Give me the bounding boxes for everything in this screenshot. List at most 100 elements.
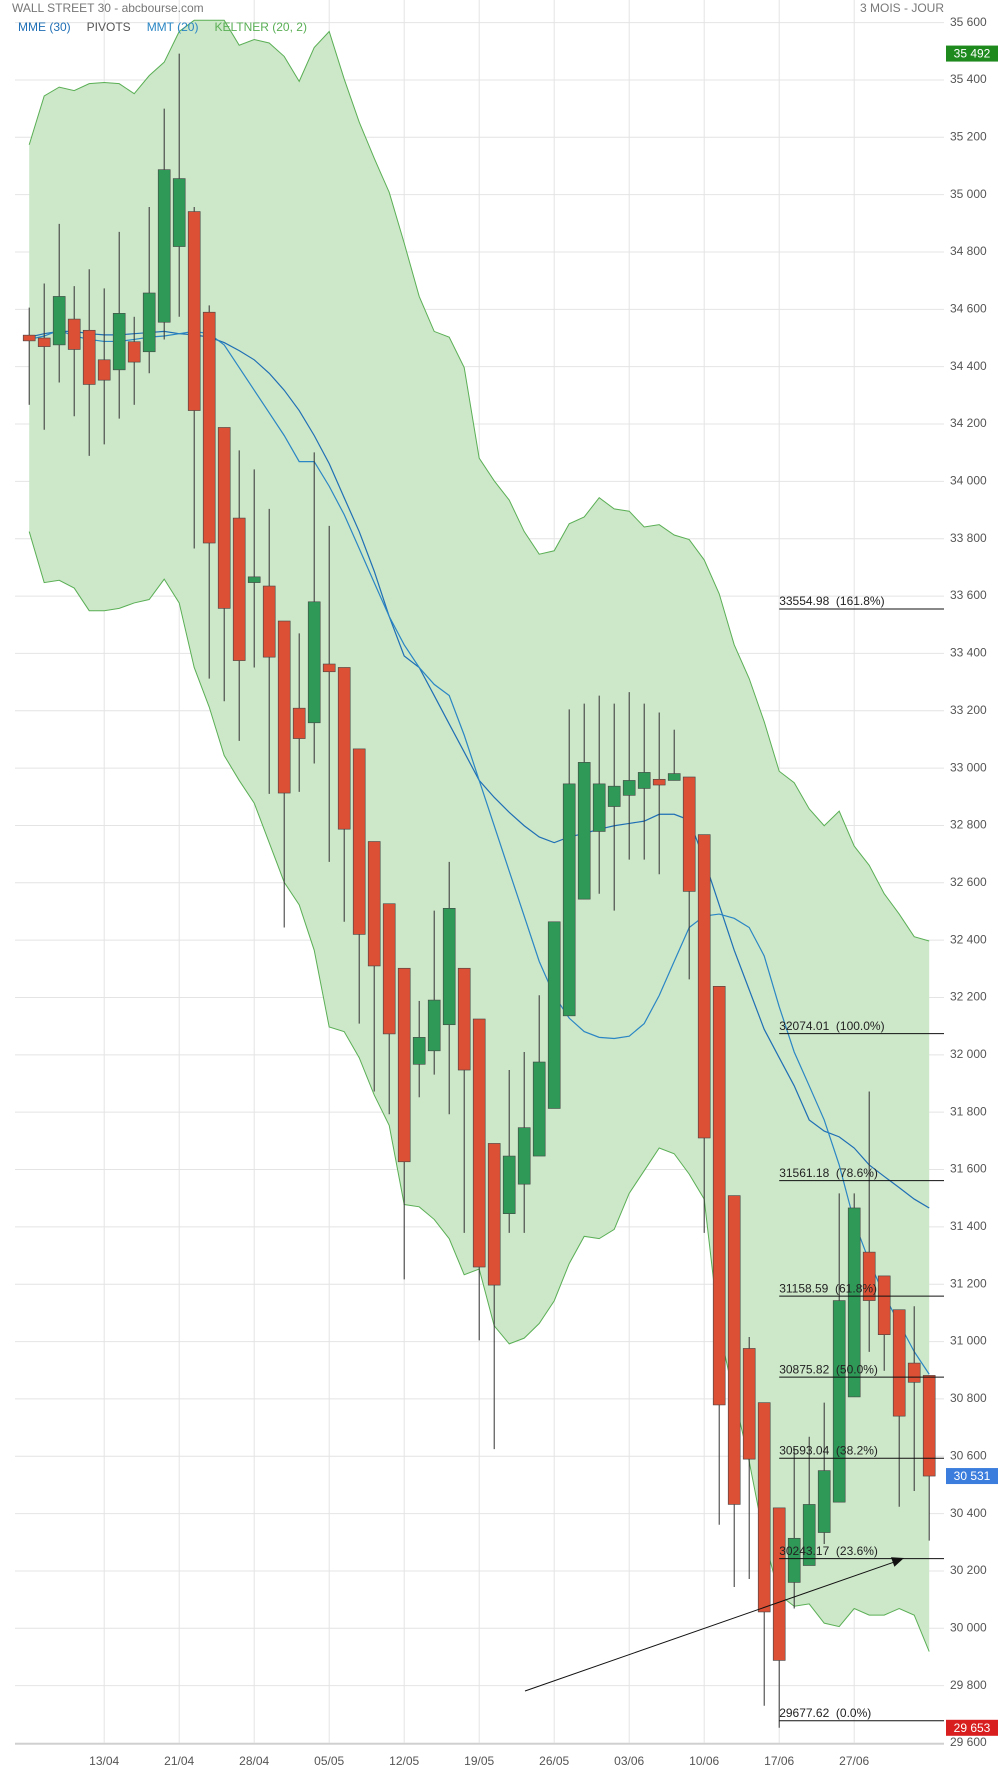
y-tick-label: 30 400 xyxy=(950,1506,987,1520)
y-tick-label: 30 200 xyxy=(950,1563,987,1577)
period-label: 3 MOIS - JOUR xyxy=(860,1,944,15)
price-marker-label: 29 653 xyxy=(954,1721,991,1735)
y-tick-label: 30 600 xyxy=(950,1448,987,1462)
candle-body xyxy=(262,585,276,658)
candle-body xyxy=(112,313,126,371)
y-tick-label: 32 000 xyxy=(950,1047,987,1061)
candle-body xyxy=(772,1507,786,1661)
candle-body xyxy=(847,1207,861,1398)
price-marker-label: 35 492 xyxy=(954,47,991,61)
y-tick-label: 31 000 xyxy=(950,1334,987,1348)
candle-body xyxy=(397,967,411,1163)
candle-body xyxy=(832,1300,846,1503)
candle-body xyxy=(787,1537,801,1583)
legend-item: MMT (20) xyxy=(147,20,199,34)
candle-body xyxy=(802,1504,816,1566)
x-tick-label: 13/04 xyxy=(89,1754,119,1768)
y-tick-label: 35 400 xyxy=(950,72,987,86)
fib-level-label: 30593.04 (38.2%) xyxy=(779,1443,878,1457)
x-tick-label: 26/05 xyxy=(539,1754,569,1768)
y-tick-label: 33 600 xyxy=(950,588,987,602)
candle-body xyxy=(877,1275,891,1335)
keltner-fill xyxy=(29,20,930,1652)
moving-average-line xyxy=(29,329,930,1375)
candle-body xyxy=(922,1375,936,1477)
candle-body xyxy=(97,359,111,381)
x-tick-label: 21/04 xyxy=(164,1754,194,1768)
candle-body xyxy=(307,601,321,724)
candle-body xyxy=(457,967,471,1071)
y-tick-label: 34 000 xyxy=(950,474,987,488)
price-marker xyxy=(946,1468,998,1485)
fib-level-label: 29677.62 (0.0%) xyxy=(779,1706,871,1720)
candle-body xyxy=(817,1470,831,1533)
trend-arrow xyxy=(891,1557,904,1567)
candle-body xyxy=(142,292,156,353)
candle-body xyxy=(502,1155,516,1214)
candle-body xyxy=(712,986,726,1406)
candle-body xyxy=(217,427,231,609)
y-tick-label: 33 400 xyxy=(950,646,987,660)
candle-body xyxy=(157,169,171,323)
candle-body xyxy=(82,329,96,385)
candle-body xyxy=(892,1309,906,1417)
candle-body xyxy=(532,1061,546,1157)
candle-body xyxy=(187,211,201,411)
candle-body xyxy=(487,1143,501,1286)
candle-body xyxy=(442,908,456,1026)
chart-title: WALL STREET 30 - abcbourse.com xyxy=(12,1,204,15)
fib-level-label: 31158.59 (61.8%) xyxy=(779,1281,877,1295)
fib-level-label: 32074.01 (100.0%) xyxy=(779,1019,884,1033)
candle-body xyxy=(22,334,36,342)
candle-body xyxy=(622,780,636,796)
legend-item: MME (30) xyxy=(18,20,71,34)
legend-item: KELTNER (20, 2) xyxy=(214,20,306,34)
candle-body xyxy=(367,841,381,967)
x-tick-label: 05/05 xyxy=(314,1754,344,1768)
ma-layer xyxy=(29,329,930,1375)
candle-body xyxy=(577,762,591,900)
candle-body xyxy=(352,748,366,935)
y-tick-label: 30 800 xyxy=(950,1391,987,1405)
x-tick-label: 12/05 xyxy=(389,1754,419,1768)
x-tick-label: 28/04 xyxy=(239,1754,269,1768)
y-tick-label: 32 400 xyxy=(950,932,987,946)
candle-body xyxy=(607,785,621,807)
candle-body xyxy=(652,778,666,786)
y-tick-label: 31 800 xyxy=(950,1104,987,1118)
x-tick-label: 19/05 xyxy=(464,1754,494,1768)
candle-body xyxy=(232,517,246,661)
y-tick-label: 34 600 xyxy=(950,302,987,316)
candle-body xyxy=(52,296,66,346)
y-tick-label: 35 600 xyxy=(950,15,987,29)
candle-body xyxy=(37,337,51,347)
x-tick-label: 27/06 xyxy=(839,1754,869,1768)
y-tick-label: 33 000 xyxy=(950,760,987,774)
candle-body xyxy=(172,178,186,247)
y-tick-label: 34 800 xyxy=(950,244,987,258)
y-tick-label: 31 600 xyxy=(950,1162,987,1176)
candle-body xyxy=(427,999,441,1052)
candle-body xyxy=(562,783,576,1017)
x-tick-label: 03/06 xyxy=(614,1754,644,1768)
legend-item: PIVOTS xyxy=(87,20,131,34)
y-tick-label: 29 600 xyxy=(950,1735,987,1749)
y-tick-label: 34 200 xyxy=(950,416,987,430)
candle-body xyxy=(337,667,351,830)
keltner-upper xyxy=(28,19,930,942)
candle-body xyxy=(277,620,291,794)
y-tick-label: 32 800 xyxy=(950,818,987,832)
candle-body xyxy=(292,707,306,739)
x-tick-label: 10/06 xyxy=(689,1754,719,1768)
y-tick-label: 31 200 xyxy=(950,1276,987,1290)
y-tick-label: 31 400 xyxy=(950,1219,987,1233)
y-tick-label: 32 600 xyxy=(950,875,987,889)
price-marker xyxy=(946,1719,998,1736)
candle-body xyxy=(67,318,81,350)
candle-body xyxy=(742,1348,756,1460)
candle-layer xyxy=(22,53,936,1728)
candle-body xyxy=(247,576,261,583)
candle-body xyxy=(697,834,711,1139)
price-marker-label: 30 531 xyxy=(954,1469,991,1483)
candle-body xyxy=(412,1037,426,1065)
